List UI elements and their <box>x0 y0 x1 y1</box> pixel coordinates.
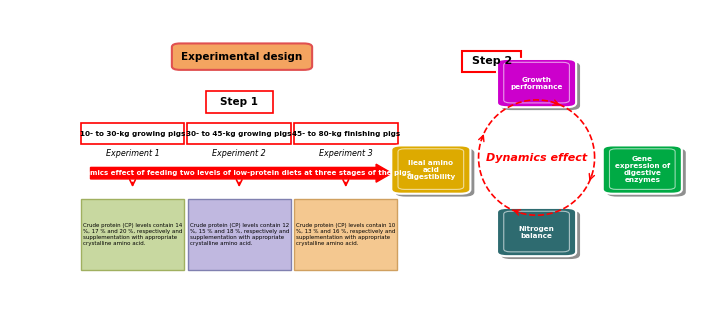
Text: Step 1: Step 1 <box>220 97 258 107</box>
Text: Experimental design: Experimental design <box>182 52 303 62</box>
Text: Experiment 1: Experiment 1 <box>106 149 159 158</box>
FancyBboxPatch shape <box>462 51 521 72</box>
Text: 45- to 80-kg finishing pigs: 45- to 80-kg finishing pigs <box>292 130 400 137</box>
FancyBboxPatch shape <box>497 59 576 107</box>
FancyBboxPatch shape <box>188 199 291 270</box>
Text: Crude protein (CP) levels contain 14
%, 17 % and 20 %, respectively and
suppleme: Crude protein (CP) levels contain 14 %, … <box>83 223 182 246</box>
FancyBboxPatch shape <box>603 145 682 194</box>
FancyBboxPatch shape <box>294 123 397 144</box>
FancyBboxPatch shape <box>188 123 291 144</box>
Text: Experiment 3: Experiment 3 <box>319 149 373 158</box>
Text: Gene
expression of
digestive
enzymes: Gene expression of digestive enzymes <box>615 156 670 183</box>
FancyBboxPatch shape <box>80 123 185 144</box>
Text: Crude protein (CP) levels contain 12
%, 15 % and 18 %, respectively and
suppleme: Crude protein (CP) levels contain 12 %, … <box>190 223 289 246</box>
Text: 30- to 45-kg growing pigs: 30- to 45-kg growing pigs <box>187 130 292 137</box>
Text: Ileal amino
acid
digestibility: Ileal amino acid digestibility <box>406 159 455 180</box>
FancyBboxPatch shape <box>501 62 580 110</box>
FancyBboxPatch shape <box>294 199 397 270</box>
FancyBboxPatch shape <box>206 91 273 113</box>
Text: Experiment 2: Experiment 2 <box>212 149 266 158</box>
Text: Growth
performance: Growth performance <box>510 76 563 90</box>
Text: Dynamics effect: Dynamics effect <box>486 153 587 163</box>
FancyBboxPatch shape <box>81 199 184 270</box>
FancyBboxPatch shape <box>501 211 580 259</box>
Text: Nitrogen
balance: Nitrogen balance <box>518 226 555 239</box>
FancyBboxPatch shape <box>395 148 474 197</box>
FancyArrow shape <box>90 164 392 182</box>
Text: Crude protein (CP) levels contain 10
%, 13 % and 16 %, respectively and
suppleme: Crude protein (CP) levels contain 10 %, … <box>296 223 395 246</box>
FancyBboxPatch shape <box>172 43 312 70</box>
Text: Dynamics effect of feeding two levels of low-protein diets at three stages of th: Dynamics effect of feeding two levels of… <box>70 170 411 176</box>
Text: Step 2: Step 2 <box>471 56 512 66</box>
Text: 10- to 30-kg growing pigs: 10- to 30-kg growing pigs <box>80 130 185 137</box>
FancyBboxPatch shape <box>497 208 576 256</box>
FancyBboxPatch shape <box>391 145 471 194</box>
FancyBboxPatch shape <box>607 148 686 197</box>
